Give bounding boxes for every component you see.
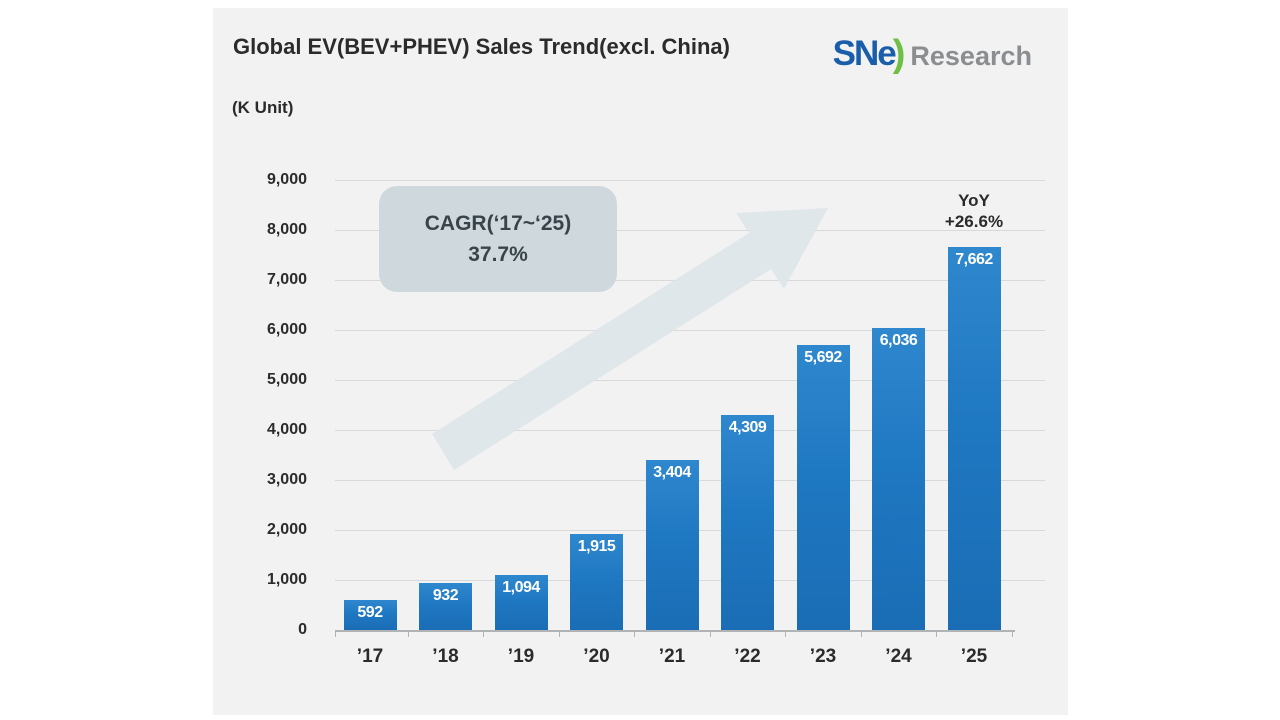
axis-tick [558,632,560,637]
bar-value-label: 3,404 [653,464,691,481]
x-axis-tick-label: ’18 [432,646,459,667]
gridline [335,380,1045,381]
cagr-annotation-box: CAGR(‘17~‘25) 37.7% [379,186,617,292]
bar-value-label: 4,309 [728,419,767,436]
bar-value-label: 932 [432,587,459,604]
axis-tick [936,632,938,637]
y-axis-tick-label: 1,000 [266,571,307,588]
bar: 932 [419,583,472,630]
cagr-annotation-line2: 37.7% [468,243,528,266]
yoy-annotation-line1: YoY [958,191,990,210]
y-axis-tick-label: 8,000 [266,221,307,238]
axis-tick [335,632,336,637]
axis-tick [860,632,862,637]
bar-value-label: 592 [357,604,383,621]
axis-unit-label: (K Unit) [232,98,294,117]
logo-brand-text: SNe [832,34,897,73]
gridline [335,430,1045,431]
y-axis-tick-label: 2,000 [266,521,307,538]
axis-tick [634,632,636,637]
axis-tick [1011,632,1013,637]
bar: 4,309 [721,415,774,630]
x-axis-line [335,630,1015,632]
x-axis-tick-label: ’19 [507,646,535,667]
gridline [335,180,1045,181]
axis-tick [785,632,787,637]
x-axis-tick-label: ’20 [583,646,610,667]
bar: 3,404 [645,460,699,630]
x-axis-tick-label: ’23 [809,646,837,667]
axis-tick [709,632,711,637]
bar: 1,915 [570,534,623,630]
x-axis-tick-label: ’24 [885,646,912,667]
cagr-annotation-line1: CAGR(‘17~‘25) [424,212,572,235]
bar-value-label: 5,692 [804,349,842,366]
bar-value-label: 7,662 [955,251,993,268]
bar: 1,094 [494,575,548,630]
bar: 7,662 [947,247,1001,630]
bar: 5,692 [796,345,850,630]
logo-suffix-text: Research [910,41,1032,71]
y-axis-tick-label: 4,000 [266,421,307,438]
logo-swoosh-icon: ) [892,33,906,75]
x-axis-tick-label: ’22 [734,646,761,667]
bar: 592 [343,600,397,630]
y-axis-tick-label: 7,000 [266,271,307,288]
sne-research-logo: SNe ) Research [833,32,1032,75]
axis-tick [483,632,485,637]
bar-value-label: 1,915 [577,538,616,555]
bar: 6,036 [872,328,925,630]
x-axis-tick-label: ’17 [356,646,384,667]
chart-title: Global EV(BEV+PHEV) Sales Trend(excl. Ch… [233,34,730,59]
axis-tick [407,632,409,637]
y-axis-tick-label: 5,000 [266,371,307,388]
x-axis-tick-label: ’25 [960,646,988,667]
x-axis-tick-label: ’21 [658,646,686,667]
y-axis-tick-label: 0 [298,621,307,638]
bar-value-label: 6,036 [879,332,918,349]
y-axis-tick-label: 3,000 [266,471,307,488]
yoy-annotation: YoY +26.6% [945,190,1003,232]
bar-value-label: 1,094 [502,579,540,596]
gridline [335,330,1045,331]
y-axis-tick-label: 6,000 [266,321,307,338]
yoy-annotation-line2: +26.6% [944,212,1004,231]
chart-panel: Global EV(BEV+PHEV) Sales Trend(excl. Ch… [213,8,1068,715]
y-axis-tick-label: 9,000 [266,171,307,188]
